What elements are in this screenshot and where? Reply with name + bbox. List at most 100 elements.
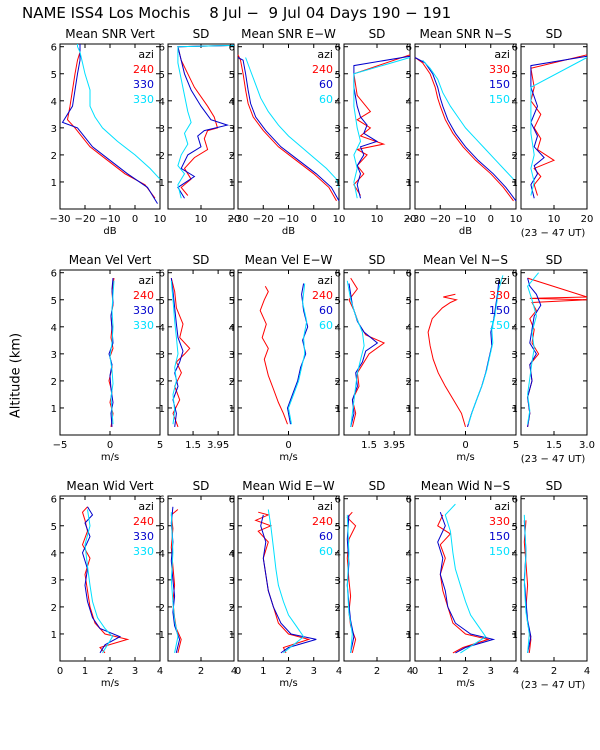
panel-1-4-ytick-label: 6 — [406, 269, 412, 280]
panel-2-4-ytick-label: 4 — [406, 549, 412, 560]
panel-2-5-ytick-label: 6 — [512, 495, 518, 506]
panel-0-4-series-blue-1 — [414, 57, 517, 202]
panel-2-0-xtick-label: 2 — [107, 666, 113, 677]
panel-1-1-xtick-label: 3.95 — [207, 440, 229, 451]
panel-2-0-xtick-label: 0 — [57, 666, 63, 677]
panel-1-2-ytick-label: 3 — [229, 350, 235, 361]
panel-1-1-title: SD — [193, 253, 210, 267]
panel-2-5-xtick-label: 2 — [551, 666, 557, 677]
panel-1-4-title: Mean Vel N−S — [423, 253, 508, 267]
panel-1-2-series-red-0 — [259, 285, 288, 425]
panel-0-5-ytick-label: 3 — [512, 124, 518, 135]
figure-title: NAME ISS4 Los Mochis 8 Jul − 9 Jul 04 Da… — [22, 4, 452, 22]
panel-0-4-xtick-label: −20 — [430, 214, 451, 225]
ut-label-row-2: (23 − 47 UT) — [521, 680, 586, 691]
panel-0-4-title: Mean SNR N−S — [420, 27, 512, 41]
panel-1-1-ytick-label: 3 — [159, 350, 165, 361]
panel-0-5-title: SD — [546, 27, 563, 41]
panel-1-5-series-blue-1 — [527, 277, 542, 427]
panel-2-1-series-cyan-2 — [170, 512, 179, 653]
panel-1-3-title: SD — [369, 253, 386, 267]
panel-2-0-xtick-label: 1 — [82, 666, 88, 677]
panel-2-5-ytick-label: 4 — [512, 549, 518, 560]
panel-0-5-series-blue-1 — [530, 55, 588, 199]
panel-1-5-series-red-0 — [527, 277, 588, 427]
panel-0-5-series-red-0 — [530, 54, 588, 196]
panel-0-4-legend-title: azi — [494, 48, 510, 61]
panel-1-3-series-red-0 — [348, 277, 386, 428]
panel-0-0-legend-entry: 240 — [133, 63, 154, 76]
panel-1-0-series-blue-1 — [108, 278, 114, 427]
panel-2-2-legend-title: azi — [317, 500, 333, 513]
panel-0-2-legend-entry: 240 — [312, 63, 333, 76]
panel-0-2-ytick-label: 5 — [229, 70, 235, 81]
panel-0-0-xtick-label: 10 — [154, 214, 167, 225]
panel-2-3-ytick-label: 5 — [335, 522, 341, 533]
panel-0-4-legend-entry: 150 — [489, 78, 510, 91]
panel-0-0-ytick-label: 1 — [51, 178, 57, 189]
panel-2-2-series-blue-1 — [260, 514, 317, 654]
panel-2-3-ytick-label: 4 — [335, 549, 341, 560]
panel-0-1-ytick-label: 2 — [159, 151, 165, 162]
panel-0-4-ytick-label: 3 — [406, 124, 412, 135]
panel-0-2-ytick-label: 3 — [229, 124, 235, 135]
panel-0-2-xtick-label: 0 — [311, 214, 317, 225]
panel-2-0-legend-entry: 330 — [133, 530, 154, 543]
panel-2-0-ytick-label: 6 — [51, 495, 57, 506]
panel-0-3-ytick-label: 1 — [335, 178, 341, 189]
panel-2-5-title: SD — [546, 479, 563, 493]
panel-2-3-xtick-label: 2 — [374, 666, 380, 677]
panel-0-5-xtick-label: 20 — [581, 214, 594, 225]
panel-0-1-ytick-label: 3 — [159, 124, 165, 135]
panel-2-5-ytick-label: 3 — [512, 576, 518, 587]
ut-label-row-0: (23 − 47 UT) — [521, 228, 586, 239]
panel-0-5-ytick-label: 4 — [512, 97, 518, 108]
panel-0-0-title: Mean SNR Vert — [65, 27, 155, 41]
panel-0-2-ytick-label: 6 — [229, 43, 235, 54]
panel-2-4-xtick-label: 2 — [462, 666, 468, 677]
panel-1-1-ytick-label: 2 — [159, 377, 165, 388]
panel-2-1-ytick-label: 1 — [159, 630, 165, 641]
panel-0-4-ytick-label: 1 — [406, 178, 412, 189]
panel-1-5-title: SD — [546, 253, 563, 267]
panel-2-2-ytick-label: 4 — [229, 549, 235, 560]
panel-0-2-xtick-label: −30 — [227, 214, 248, 225]
panel-1-3-ytick-label: 1 — [335, 404, 341, 415]
panel-1-1-xtick-label: 1.5 — [185, 440, 201, 451]
panel-0-2-xlabel: dB — [282, 226, 295, 237]
panel-2-4-ytick-label: 6 — [406, 495, 412, 506]
panel-2-3-ytick-label: 1 — [335, 630, 341, 641]
panel-0-0-xtick-label: −20 — [74, 214, 95, 225]
panel-0-4-series-red-0 — [414, 57, 514, 202]
panel-1-5-ytick-label: 4 — [512, 323, 518, 334]
panel-0-2-xtick-label: 10 — [333, 214, 346, 225]
panel-1-3-ytick-label: 6 — [335, 269, 341, 280]
panel-0-1-series-blue-1 — [177, 44, 235, 199]
panel-2-3-xtick-label: 4 — [407, 666, 413, 677]
panel-2-2-legend-entry: 240 — [312, 515, 333, 528]
panel-0-2-legend-entry: 60 — [319, 78, 333, 91]
panel-1-2-legend-entry: 60 — [319, 304, 333, 317]
panel-0-3-xtick-label: 20 — [404, 214, 417, 225]
panel-1-2-ytick-label: 4 — [229, 323, 235, 334]
panel-0-4-xlabel: dB — [459, 226, 472, 237]
panel-0-4-ytick-label: 4 — [406, 97, 412, 108]
panel-0-3-series-red-0 — [353, 54, 411, 196]
panel-1-2-xtick-label: 0 — [285, 440, 291, 451]
panel-2-1-ytick-label: 3 — [159, 576, 165, 587]
panel-2-4-legend-entry: 150 — [489, 530, 510, 543]
ut-label-row-1: (23 − 47 UT) — [521, 454, 586, 465]
panel-2-1-ytick-label: 5 — [159, 522, 165, 533]
panel-2-4-xtick-label: 4 — [513, 666, 519, 677]
panel-0-2-ytick-label: 2 — [229, 151, 235, 162]
panel-1-3-ytick-label: 2 — [335, 377, 341, 388]
panel-2-3-series-cyan-2 — [346, 514, 353, 653]
panel-2-5-ytick-label: 1 — [512, 630, 518, 641]
panel-1-0-ytick-label: 5 — [51, 296, 57, 307]
panel-2-4-xtick-label: 0 — [412, 666, 418, 677]
panel-0-2-title: Mean SNR E−W — [241, 27, 336, 41]
panel-1-0-legend-title: azi — [138, 274, 154, 287]
panel-0-0-ytick-label: 5 — [51, 70, 57, 81]
panel-1-3-xtick-label: 3.95 — [383, 440, 405, 451]
